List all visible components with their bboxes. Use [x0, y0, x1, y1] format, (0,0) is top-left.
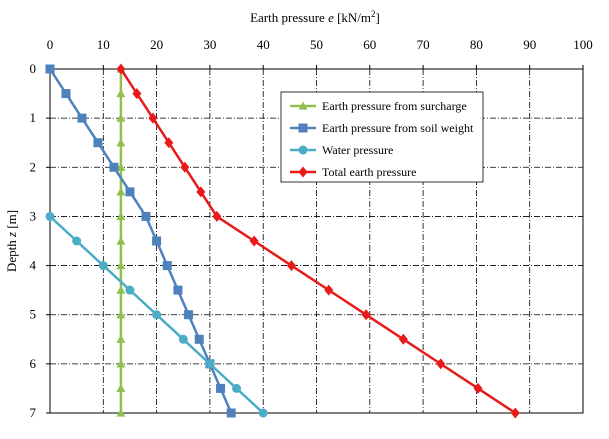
- x-tick-label: 90: [523, 37, 536, 52]
- data-point: [116, 261, 126, 270]
- data-point: [116, 334, 126, 343]
- data-point: [45, 64, 55, 74]
- data-point: [212, 210, 222, 222]
- legend-item: Total earth pressure: [290, 165, 416, 179]
- data-point: [132, 88, 142, 100]
- x-tick-label: 50: [310, 37, 323, 52]
- series-4: [116, 63, 520, 419]
- data-point: [116, 187, 126, 196]
- legend: Earth pressure from surcharge Earth press…: [280, 91, 484, 183]
- data-point: [510, 407, 520, 419]
- data-point: [116, 89, 126, 98]
- x-tick-label: 60: [363, 37, 376, 52]
- y-tick-label: 3: [30, 208, 37, 223]
- y-tick-label: 5: [30, 307, 37, 322]
- legend-label: Total earth pressure: [322, 165, 416, 179]
- data-point: [152, 310, 162, 320]
- data-point: [116, 285, 126, 294]
- data-point: [116, 113, 126, 122]
- data-point: [116, 63, 126, 75]
- x-tick-label: 100: [573, 37, 593, 52]
- data-point: [93, 138, 103, 148]
- data-point: [109, 162, 119, 172]
- data-point: [116, 236, 126, 245]
- legend-label: Earth pressure from surcharge: [322, 99, 467, 113]
- data-point: [173, 285, 183, 295]
- x-tick-label: 30: [203, 37, 216, 52]
- data-point: [77, 113, 87, 123]
- data-point: [72, 236, 82, 246]
- data-point: [298, 166, 308, 178]
- series-3: [45, 211, 268, 418]
- data-point: [162, 261, 172, 271]
- data-point: [232, 383, 242, 393]
- data-point: [205, 359, 215, 369]
- data-point: [116, 359, 126, 368]
- data-point: [141, 211, 151, 221]
- legend-label: Water pressure: [322, 143, 393, 157]
- data-point: [216, 383, 226, 393]
- data-point: [436, 358, 446, 370]
- x-tick-labels: 0 10 20 30 40 50 60 70 80 90 100: [47, 37, 593, 52]
- data-point: [116, 162, 126, 171]
- data-point: [125, 187, 135, 197]
- legend-item: Earth pressure from soil weight: [290, 121, 474, 135]
- data-point: [298, 123, 308, 133]
- data-point: [116, 211, 126, 221]
- y-tick-label: 4: [30, 258, 37, 273]
- data-point: [98, 261, 108, 271]
- data-point: [178, 334, 188, 344]
- data-point: [324, 284, 334, 296]
- data-point: [398, 333, 408, 345]
- y-axis-title: Depth z [m]: [4, 210, 19, 272]
- legend-item: Water pressure: [290, 143, 393, 157]
- y-tick-label: 1: [30, 110, 37, 125]
- legend-label: Earth pressure from soil weight: [322, 121, 474, 135]
- y-tick-label: 0: [30, 61, 37, 76]
- x-tick-label: 10: [97, 37, 110, 52]
- data-point: [298, 101, 308, 110]
- data-point: [194, 334, 204, 344]
- grid-lines: [50, 69, 583, 413]
- x-tick-label: 20: [150, 37, 163, 52]
- data-point: [116, 408, 126, 417]
- data-point: [226, 408, 236, 418]
- data-point: [258, 408, 268, 418]
- x-tick-label: 40: [257, 37, 270, 52]
- data-point: [116, 138, 126, 147]
- data-point: [180, 161, 190, 173]
- data-point: [148, 112, 158, 124]
- data-point: [116, 383, 126, 393]
- y-tick-labels: 0 1 2 3 4 5 6 7: [30, 61, 37, 420]
- data-point: [184, 310, 194, 320]
- legend-item: Earth pressure from surcharge: [290, 99, 467, 113]
- data-point: [152, 236, 162, 246]
- series-layer: [45, 63, 520, 419]
- x-tick-label: 0: [47, 37, 54, 52]
- data-point: [125, 285, 135, 295]
- data-point: [298, 145, 308, 155]
- x-tick-label: 70: [417, 37, 430, 52]
- data-point: [45, 211, 55, 221]
- y-tick-label: 7: [30, 405, 37, 420]
- y-tick-label: 6: [30, 356, 37, 371]
- plot-frame: [49, 68, 584, 414]
- data-point: [196, 186, 206, 198]
- data-point: [473, 382, 483, 394]
- data-point: [286, 260, 296, 272]
- data-point: [164, 137, 174, 149]
- data-point: [61, 89, 71, 99]
- data-point: [249, 235, 259, 247]
- data-point: [116, 310, 126, 319]
- y-tick-label: 2: [30, 159, 37, 174]
- x-axis-title: Earth pressure e [kN/m2]: [250, 9, 380, 25]
- data-point: [361, 309, 371, 321]
- x-tick-label: 80: [470, 37, 483, 52]
